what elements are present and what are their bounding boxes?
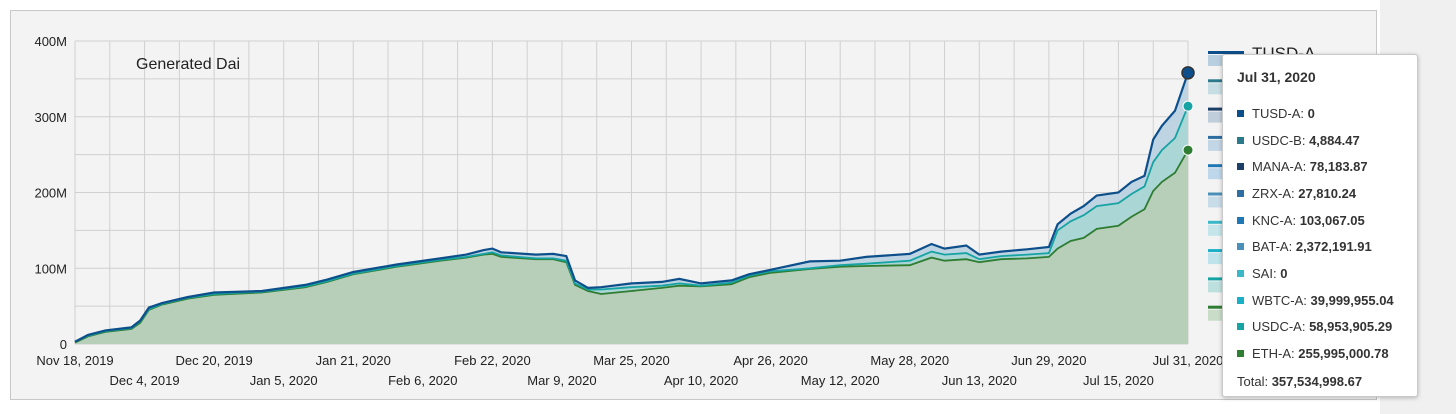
x-tick-label: Feb 6, 2020 — [388, 373, 457, 388]
x-tick-label: Jun 29, 2020 — [1011, 353, 1086, 368]
x-tick-label: May 28, 2020 — [870, 353, 949, 368]
x-tick-label: Apr 26, 2020 — [733, 353, 807, 368]
tooltip-row-label: ZRX-A — [1252, 185, 1291, 201]
tooltip-row: USDC-A: 58,953,905.29 — [1237, 314, 1403, 341]
tooltip-total: Total: 357,534,998.67 — [1237, 374, 1363, 390]
y-tick-label: 200M — [34, 186, 67, 201]
tooltip-row-value: 255,995,000.78 — [1298, 346, 1389, 362]
hover-tooltip: Jul 31, 2020 TUSD-A: 0 USDC-B: 4,884.47 MA… — [1222, 54, 1418, 397]
tooltip-swatch — [1237, 136, 1244, 144]
tooltip-row-value: 0 — [1307, 105, 1315, 121]
x-tick-label: Jan 5, 2020 — [250, 373, 318, 388]
tooltip-row-value: 27,810.24 — [1298, 185, 1357, 201]
x-tick-label: Apr 10, 2020 — [664, 373, 738, 388]
tooltip-swatch — [1237, 296, 1244, 304]
chart-title: Generated Dai — [136, 56, 240, 73]
x-tick-label: Jan 21, 2020 — [316, 353, 391, 368]
tooltip-row-value: 0 — [1280, 265, 1288, 281]
x-tick-label: Nov 18, 2019 — [36, 353, 113, 368]
hover-marker-tusd-a[interactable] — [1181, 66, 1195, 80]
y-tick-label: 100M — [34, 261, 67, 276]
tooltip-row-label: USDC-B — [1252, 132, 1302, 148]
tooltip-row-label: KNC-A — [1252, 212, 1293, 228]
tooltip-total-label: Total — [1237, 374, 1265, 390]
tooltip-row: SAI: 0 — [1237, 260, 1403, 287]
x-tick-label: Feb 22, 2020 — [454, 353, 531, 368]
area-eth-a — [75, 150, 1188, 344]
tooltip-swatch — [1237, 323, 1244, 331]
tooltip-rows: TUSD-A: 0 USDC-B: 4,884.47 MANA-A: 78,183.… — [1237, 100, 1403, 367]
tooltip-row-label: BAT-A — [1252, 239, 1289, 255]
x-tick-label: Mar 9, 2020 — [527, 373, 596, 388]
tooltip-swatch — [1237, 350, 1244, 358]
x-tick-label: Mar 25, 2020 — [593, 353, 670, 368]
tooltip-swatch — [1237, 243, 1244, 251]
area-layer — [75, 72, 1188, 345]
marker-layer — [1181, 66, 1195, 156]
y-tick-label: 0 — [60, 337, 67, 352]
tooltip-row-label: TUSD-A — [1252, 105, 1301, 121]
tooltip-row-label: SAI — [1252, 265, 1273, 281]
x-tick-label: Jul 15, 2020 — [1083, 373, 1154, 388]
tooltip-row-value: 2,372,191.91 — [1295, 239, 1372, 255]
tooltip-row: ZRX-A: 27,810.24 — [1237, 180, 1403, 207]
tooltip-swatch — [1237, 216, 1244, 224]
x-tick-label: Dec 20, 2019 — [175, 353, 252, 368]
hover-marker-usdc-a[interactable] — [1182, 100, 1194, 112]
generated-dai-chart: 0 100M 200M 300M 400M Nov 18, 2019 Dec 20, 201… — [34, 34, 1315, 388]
axis-layer: 0 100M 200M 300M 400M Nov 18, 2019 Dec 20, 201… — [34, 34, 1223, 388]
tooltip-swatch — [1237, 109, 1244, 117]
tooltip-row-label: MANA-A — [1252, 159, 1303, 175]
tooltip-row: BAT-A: 2,372,191.91 — [1237, 233, 1403, 260]
hover-marker-eth-a[interactable] — [1182, 144, 1194, 156]
tooltip-row-label: ETH-A — [1252, 346, 1291, 362]
tooltip-total-value: 357,534,998.67 — [1271, 374, 1363, 390]
y-tick-label: 300M — [34, 110, 67, 125]
tooltip-swatch — [1237, 189, 1244, 197]
tooltip-row: WBTC-A: 39,999,955.04 — [1237, 287, 1403, 314]
line-layer — [74, 72, 1190, 344]
tooltip-swatch — [1237, 163, 1244, 171]
chart-frame: 0 100M 200M 300M 400M Nov 18, 2019 Dec 20, 201… — [10, 10, 1377, 400]
x-tick-label: Jul 31, 2020 — [1153, 353, 1224, 368]
tooltip-row-value: 78,183.87 — [1309, 159, 1368, 175]
tooltip-row: USDC-B: 4,884.47 — [1237, 127, 1403, 154]
tooltip-row-value: 103,067.05 — [1299, 212, 1365, 228]
y-tick-label: 400M — [34, 34, 67, 49]
tooltip-row-label: USDC-A — [1252, 319, 1302, 335]
tooltip-row-value: 4,884.47 — [1309, 132, 1360, 148]
tooltip-row: TUSD-A: 0 — [1237, 100, 1403, 127]
tooltip-row: KNC-A: 103,067.05 — [1237, 207, 1403, 234]
tooltip-row: ETH-A: 255,995,000.78 — [1237, 340, 1403, 367]
tooltip-row-value: 39,999,955.04 — [1310, 292, 1394, 308]
tooltip-row-label: WBTC-A — [1252, 292, 1304, 308]
x-tick-label: Jun 13, 2020 — [942, 373, 1017, 388]
tooltip-row-value: 58,953,905.29 — [1309, 319, 1393, 335]
tooltip-row: MANA-A: 78,183.87 — [1237, 153, 1403, 180]
x-tick-label: May 12, 2020 — [801, 373, 880, 388]
tooltip-date: Jul 31, 2020 — [1237, 69, 1316, 85]
tooltip-swatch — [1237, 269, 1244, 277]
x-tick-label: Dec 4, 2019 — [110, 373, 180, 388]
legend-swatch-line — [1208, 51, 1244, 54]
line-tusd-a — [74, 72, 1190, 343]
